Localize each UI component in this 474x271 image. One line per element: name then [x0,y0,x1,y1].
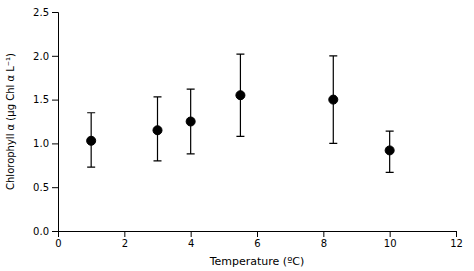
y-tick: 0.0 [33,226,58,237]
point [153,126,162,135]
point [186,117,195,126]
y-axis-title: Chlorophyll α (μg Chl α L⁻¹) [5,53,16,190]
x-tick-mark [124,231,125,237]
error-bar [187,89,195,154]
x-tick: 8 [321,231,327,249]
marks [87,54,395,172]
y-tick-mark [52,187,58,188]
y-tick: 0.5 [33,182,58,193]
point [385,146,394,155]
point [329,95,338,104]
x-tick-label: 6 [254,238,260,249]
y-tick-mark [52,56,58,57]
x-tick: 12 [450,231,463,249]
y-tick: 2.0 [33,51,58,62]
y-tick: 2.5 [33,7,58,18]
x-tick: 6 [254,231,260,249]
x-tick-label: 2 [122,238,128,249]
y-axis-line [52,13,59,232]
x-tick-label: 8 [321,238,327,249]
x-tick-mark [323,231,324,237]
y-tick-label: 1.5 [33,94,49,105]
x-tick-mark [456,231,457,237]
error-bar [386,131,394,172]
x-tick-label: 10 [384,238,397,249]
y-tick-label: 0.5 [33,182,49,193]
error-bar [87,113,95,167]
x-tick-mark [257,231,258,237]
y-tick-label: 0.0 [33,226,49,237]
chart: 0 2 4 6 8 10 12 0.0 0.5 1.0 1.5 2.0 2.5 Temperature (… [0,0,474,271]
x-tick-mark [191,231,192,237]
x-tick-label: 12 [450,238,463,249]
x-axis-title: Temperature (ºC) [209,255,305,268]
y-tick-mark [52,100,58,101]
error-bar [329,56,337,144]
point [87,136,96,145]
x-tick: 4 [188,231,194,249]
y-tick-label: 1.0 [33,138,49,149]
plot: 0 2 4 6 8 10 12 0.0 0.5 1.0 1.5 2.0 2.5 [33,7,463,249]
x-tick: 10 [384,231,397,249]
y-tick: 1.5 [33,94,58,105]
x-tick-label: 0 [55,238,61,249]
y-tick-mark [52,12,58,13]
x-tick-label: 4 [188,238,194,249]
x-tick: 0 [55,231,61,249]
y-axis: 0.0 0.5 1.0 1.5 2.0 2.5 [33,7,58,237]
x-axis: 0 2 4 6 8 10 12 [55,231,463,249]
y-tick-mark [52,143,58,144]
point [236,91,245,100]
y-tick: 1.0 [33,138,58,149]
error-bar [154,97,162,161]
y-tick-mark [52,231,58,232]
y-tick-label: 2.5 [33,7,49,18]
x-tick-mark [390,231,391,237]
y-tick-label: 2.0 [33,51,49,62]
error-bar [236,54,244,136]
x-tick: 2 [122,231,128,249]
x-axis-line [59,232,457,238]
